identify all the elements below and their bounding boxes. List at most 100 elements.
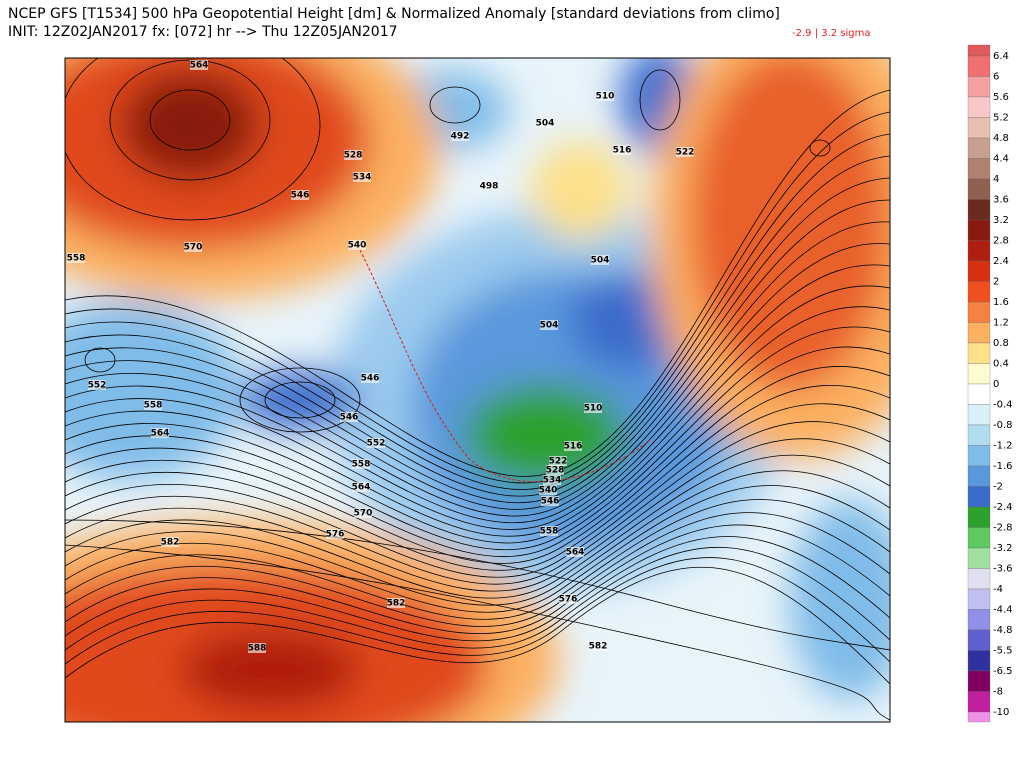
contour-label: 504 xyxy=(591,256,610,266)
contour-label: 546 xyxy=(541,497,560,507)
contour-label-bg xyxy=(354,508,372,518)
contour-line xyxy=(65,346,890,557)
contour-line xyxy=(65,243,890,524)
colorbar-label: 2.4 xyxy=(993,256,1009,267)
contour-label: 510 xyxy=(596,92,615,102)
contour-label: 582 xyxy=(161,538,180,548)
colorbar-swatch xyxy=(967,44,991,57)
contour-label-bg xyxy=(596,91,614,101)
contour-label: 558 xyxy=(144,401,163,411)
contour-label-bg xyxy=(541,496,559,506)
contour-line xyxy=(65,385,890,571)
contour-label-bg xyxy=(543,475,561,485)
contour-label: 576 xyxy=(326,530,345,540)
map-frame xyxy=(64,57,891,723)
contour-label: 528 xyxy=(546,466,565,476)
colorbar-label: 5.6 xyxy=(993,92,1009,103)
contour-label-bg xyxy=(340,412,358,422)
colorbar-swatch xyxy=(967,158,991,180)
colorbar-label: -4 xyxy=(993,584,1003,595)
contour-line xyxy=(65,499,890,620)
colorbar-label: 0 xyxy=(993,379,999,390)
colorbar-label: 1.2 xyxy=(993,318,1009,329)
contour-line xyxy=(65,403,890,578)
contour-loop xyxy=(809,139,831,157)
contour-label: 516 xyxy=(564,442,583,452)
contour-label-bg xyxy=(451,131,469,141)
contour-line xyxy=(65,524,890,635)
colorbar-swatch xyxy=(967,691,991,713)
contour-label: 564 xyxy=(566,548,585,558)
colorbar-label: 4 xyxy=(993,174,999,185)
contour-label: 540 xyxy=(348,241,367,251)
contour-label-bg xyxy=(564,441,582,451)
colorbar-label: -4.4 xyxy=(993,605,1013,616)
contour-line xyxy=(65,566,890,685)
contour-label-bg xyxy=(549,456,567,466)
contour-label: 558 xyxy=(67,254,86,264)
contour-label: 558 xyxy=(352,460,371,470)
colorbar-swatch xyxy=(967,547,991,569)
contour-label: 516 xyxy=(613,146,632,156)
colorbar-swatch xyxy=(967,506,991,528)
colorbar-swatch xyxy=(967,609,991,631)
colorbar-swatch xyxy=(967,322,991,344)
contour-label-bg xyxy=(589,641,607,651)
contour-label: 522 xyxy=(549,457,568,467)
contour-label-bg xyxy=(161,537,179,547)
colorbar-swatch xyxy=(967,383,991,405)
anomaly-field xyxy=(65,58,890,722)
colorbar-label: -3.2 xyxy=(993,543,1013,554)
contour-line xyxy=(65,519,890,651)
colorbar-swatch xyxy=(967,629,991,651)
contour-label-bg xyxy=(546,465,564,475)
contour-loop xyxy=(65,58,321,221)
colorbar-swatch xyxy=(967,527,991,549)
contour-label-bg xyxy=(566,547,584,557)
colorbar-swatch xyxy=(967,55,991,77)
colorbar-swatch xyxy=(967,117,991,139)
init-line: INIT: 12Z02JAN2017 fx: [072] hr --> Thu … xyxy=(8,24,398,40)
sigma-range: -2.9 | 3.2 sigma xyxy=(792,28,871,39)
contour-label-bg xyxy=(540,320,558,330)
contour-label: 546 xyxy=(361,374,380,384)
colorbar-swatch xyxy=(967,363,991,385)
colorbar-label: -3.6 xyxy=(993,564,1013,575)
contour-line xyxy=(65,546,890,651)
colorbar-swatch xyxy=(967,670,991,692)
colorbar-swatch xyxy=(967,260,991,282)
contour-label-bg xyxy=(348,240,366,250)
contour-label-bg xyxy=(88,380,106,390)
contour-label: 570 xyxy=(184,243,203,253)
contour-line xyxy=(65,155,890,497)
colorbar-label: 4.4 xyxy=(993,154,1009,165)
contour-line xyxy=(65,470,890,606)
colorbar-swatch xyxy=(967,281,991,303)
contour-label-bg xyxy=(352,459,370,469)
contour-label-bg xyxy=(539,485,557,495)
map-title: NCEP GFS [T1534] 500 hPa Geopotential He… xyxy=(8,6,780,22)
contour-loop xyxy=(149,89,231,151)
contour-label-bg xyxy=(536,118,554,128)
colorbar-label: -0.8 xyxy=(993,420,1013,431)
colorbar-label: -2.4 xyxy=(993,502,1013,513)
contour-label: 582 xyxy=(589,642,608,652)
contour-label: 588 xyxy=(248,644,267,654)
contour-line xyxy=(65,485,890,613)
contour-label: 492 xyxy=(451,132,470,142)
colorbar-label: 3.2 xyxy=(993,215,1009,226)
contour-line xyxy=(65,221,890,517)
contour-line xyxy=(65,177,890,504)
contour-label-bg xyxy=(344,150,362,160)
contour-label: 528 xyxy=(344,151,363,161)
contour-label: 540 xyxy=(539,486,558,496)
colorbar-swatch xyxy=(967,137,991,159)
contour-loop xyxy=(429,86,481,124)
map-area xyxy=(65,58,890,722)
contour-label-bg xyxy=(190,60,208,70)
contour-label: 498 xyxy=(480,182,499,192)
contour-line xyxy=(65,438,890,592)
colorbar-label: 6.4 xyxy=(993,51,1009,62)
contour-loop xyxy=(84,347,116,373)
contour-label: 576 xyxy=(559,595,578,605)
